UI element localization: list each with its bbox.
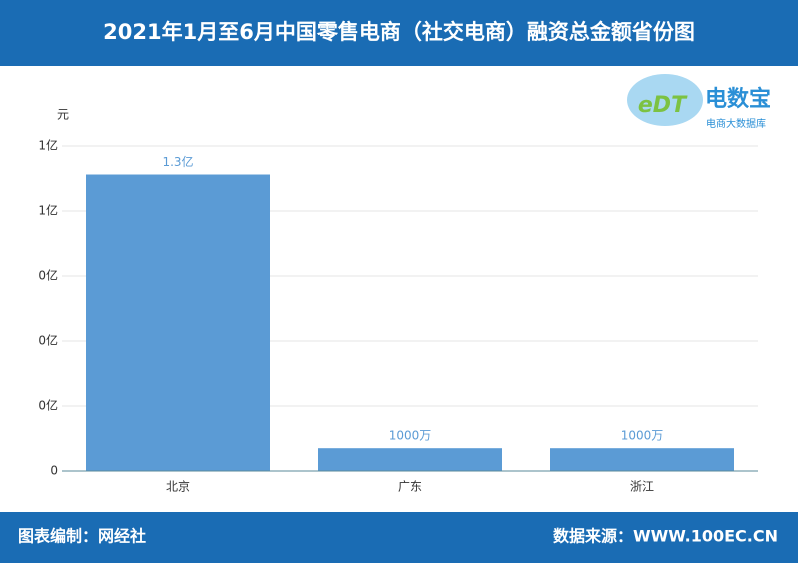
bar [550, 448, 734, 471]
footer-band [0, 512, 798, 563]
logo-name: 电数宝 [705, 86, 771, 112]
value-label: 1.3亿 [162, 154, 193, 169]
y-tick-label: 0亿 [38, 268, 58, 283]
logo-tagline: 电商大数据库 [706, 117, 766, 130]
x-tick-label: 广东 [398, 480, 422, 494]
value-label: 1000万 [621, 429, 664, 443]
value-label: 1000万 [389, 429, 432, 443]
y-tick-label: 1亿 [38, 138, 58, 153]
logo-mark: eDT [638, 93, 688, 118]
header-band [0, 0, 798, 66]
y-tick-label: 0 [50, 464, 58, 478]
y-axis-label: 元 [57, 108, 69, 122]
footer-data-source: 数据来源：WWW.100EC.CN [553, 527, 778, 546]
x-tick-label: 北京 [166, 480, 190, 494]
footer-source: 图表编制：网经社 [18, 527, 146, 546]
logo-cloud [627, 74, 703, 126]
y-tick-label: 0亿 [38, 398, 58, 413]
bar [318, 448, 502, 471]
logo: eDT 电数宝 电商大数据库 [627, 74, 771, 130]
y-tick-label: 0亿 [38, 333, 58, 348]
x-tick-label: 浙江 [630, 480, 654, 494]
chart-title: 2021年1月至6月中国零售电商（社交电商）融资总金额省份图 [103, 20, 695, 44]
y-tick-label: 1亿 [38, 203, 58, 218]
bar [86, 174, 270, 471]
